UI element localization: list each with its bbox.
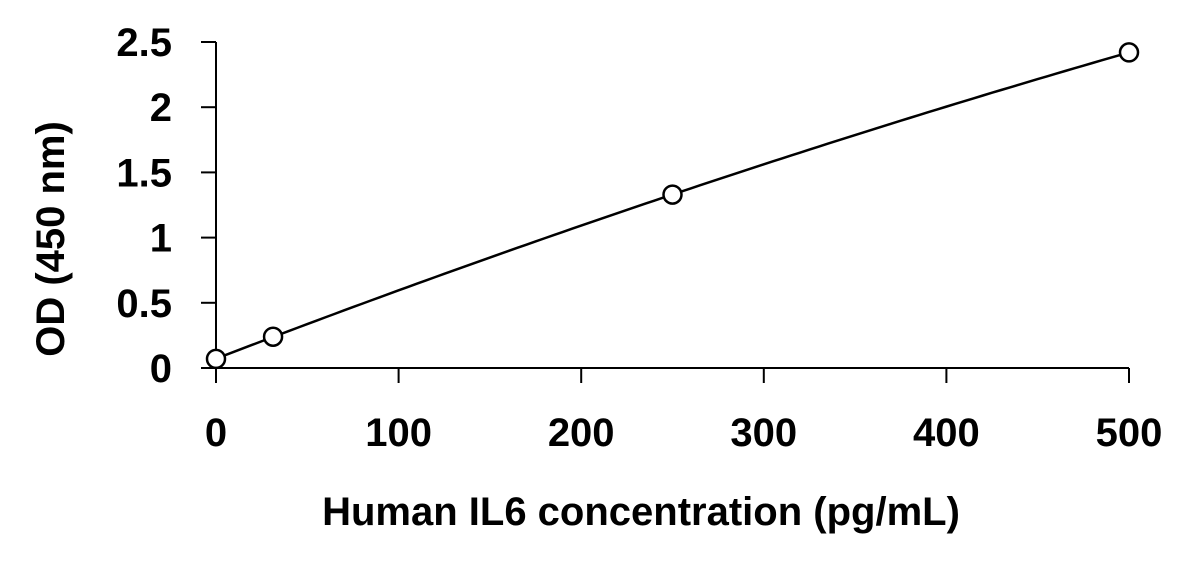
trendline-group xyxy=(215,51,1130,360)
x-tick-label: 0 xyxy=(205,411,227,455)
y-tick-label: 0.5 xyxy=(116,282,172,326)
trendline xyxy=(215,51,1130,360)
y-axis-title: OD (450 nm) xyxy=(29,121,73,357)
y-tick-label: 2.5 xyxy=(116,21,172,65)
x-tick-label: 200 xyxy=(548,411,615,455)
y-tick-label: 0 xyxy=(150,347,172,391)
data-point xyxy=(205,348,227,370)
y-tick-label: 1 xyxy=(150,217,172,261)
x-tick-label: 400 xyxy=(913,411,980,455)
data-points-group xyxy=(205,42,1140,370)
tick-labels-group: 0 0.5 1 1.5 2 2.5 0 100 200 300 400 500 xyxy=(116,21,1162,455)
y-tick-label: 1.5 xyxy=(116,151,172,195)
data-point xyxy=(1118,42,1140,63)
axes xyxy=(201,41,1130,383)
y-tick-label: 2 xyxy=(150,86,172,130)
x-axis-title: Human IL6 concentration (pg/mL) xyxy=(322,490,960,534)
x-tick-label: 500 xyxy=(1096,411,1163,455)
data-point xyxy=(262,326,284,347)
x-tick-label: 100 xyxy=(365,411,432,455)
x-tick-label: 300 xyxy=(730,411,797,455)
data-point xyxy=(662,184,683,205)
